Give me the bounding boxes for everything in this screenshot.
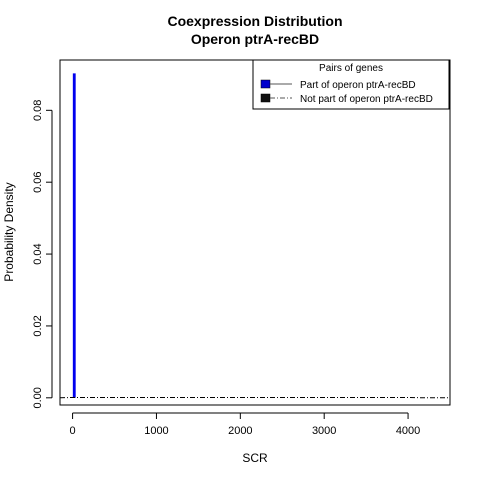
y-tick-label: 0.08 — [32, 100, 44, 121]
y-axis-label: Probability Density — [2, 182, 16, 281]
legend-label-not-part: Not part of operon ptrA-recBD — [300, 94, 433, 105]
legend-label-part: Part of operon ptrA-recBD — [300, 80, 416, 91]
x-tick-label: 2000 — [228, 425, 252, 437]
x-tick-label: 0 — [70, 425, 76, 437]
y-tick-label: 0.02 — [32, 315, 44, 336]
chart-subtitle: Operon ptrA-recBD — [191, 31, 319, 47]
x-tick-label: 3000 — [312, 425, 336, 437]
legend-swatch-not-part — [260, 93, 271, 103]
x-tick-label: 4000 — [396, 425, 420, 437]
x-tick-label: 1000 — [144, 425, 168, 437]
y-tick-label: 0.00 — [32, 387, 44, 408]
series-line-part-of-operon — [72, 73, 76, 398]
legend-swatch-part — [260, 79, 271, 89]
legend-title: Pairs of genes — [319, 63, 383, 74]
x-axis-label: SCR — [242, 451, 268, 465]
axis-layer: 0 1000 2000 3000 4000 0.00 0.02 0.04 0.06 0.08 — [32, 100, 420, 437]
y-tick-label: 0.06 — [32, 171, 44, 192]
y-tick-label: 0.04 — [32, 243, 44, 264]
legend: Pairs of genes Part of operon ptrA-recBD… — [252, 59, 450, 110]
series-layer — [59, 73, 450, 399]
chart-title: Coexpression Distribution — [167, 13, 342, 29]
plot-frame — [59, 59, 451, 406]
